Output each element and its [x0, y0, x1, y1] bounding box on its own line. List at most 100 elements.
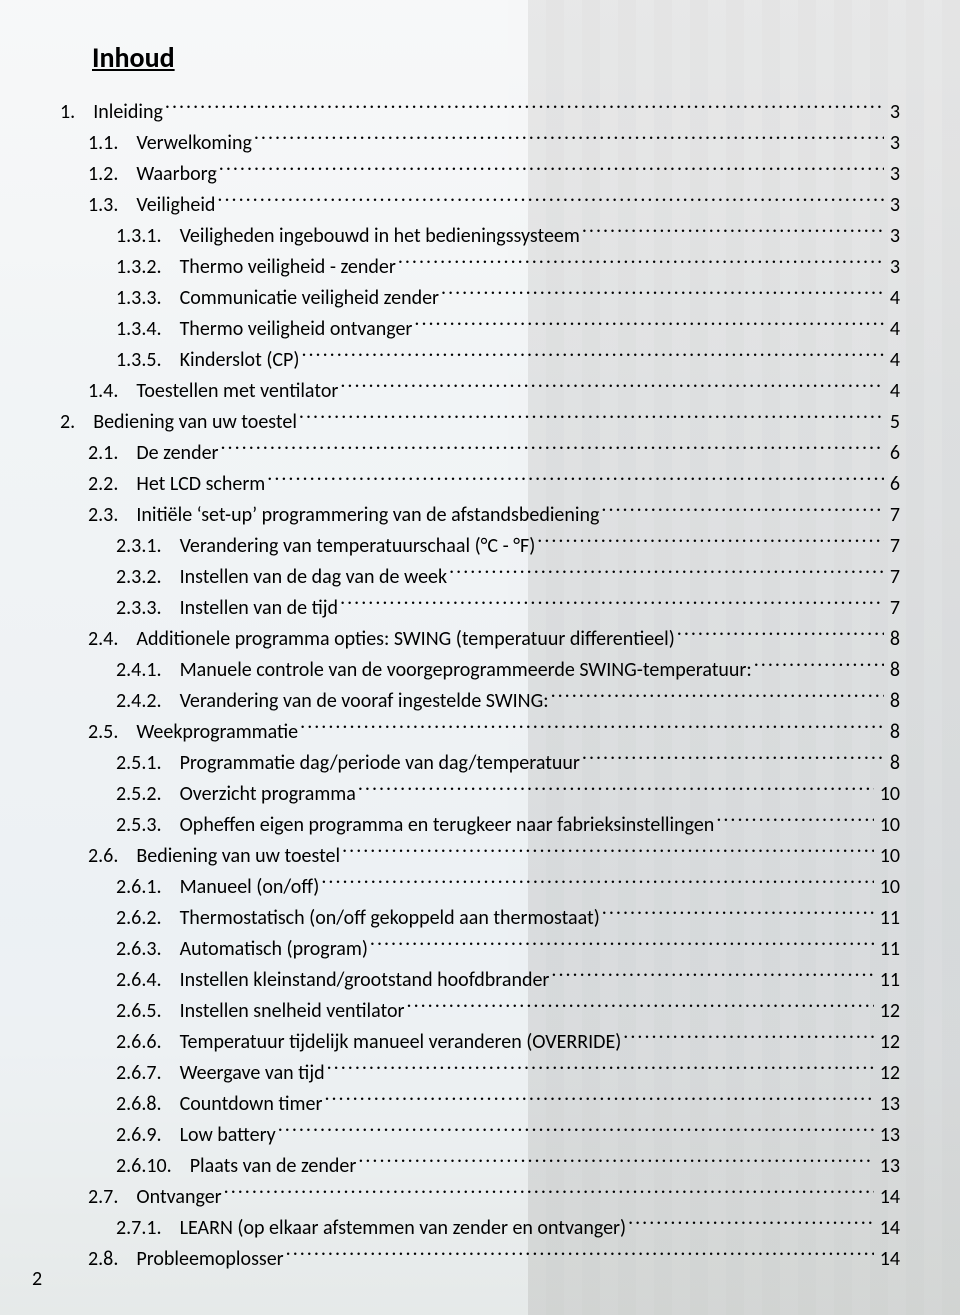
toc-entry-title: Verandering van temperatuurschaal (°C - … — [180, 531, 536, 562]
toc-entry-page: 12 — [878, 1027, 900, 1058]
toc-entry: 1.3.Veiligheid3 — [88, 190, 900, 221]
toc-entry-number: 2.6.5. — [116, 996, 180, 1027]
toc-entry-number: 2.3.2. — [116, 562, 180, 593]
toc-entry-page: 4 — [888, 376, 900, 407]
toc-entry-number: 2.7. — [88, 1182, 136, 1213]
toc-leader-dots — [677, 625, 884, 645]
toc-entry-title: Verwelkoming — [136, 128, 252, 159]
toc-entry-page: 8 — [888, 624, 900, 655]
toc-entry-page: 10 — [878, 872, 900, 903]
toc-entry-page: 3 — [888, 97, 900, 128]
toc-entry: 2.7.1.LEARN (op elkaar afstemmen van zen… — [116, 1213, 900, 1244]
toc-entry-title: Manuele controle van de voorgeprogrammee… — [180, 655, 752, 686]
toc-entry-title: De zender — [136, 438, 218, 469]
toc-entry-page: 12 — [878, 996, 900, 1027]
toc-leader-dots — [602, 904, 874, 924]
toc-entry-page: 14 — [878, 1182, 900, 1213]
page-title: Inhoud — [92, 40, 900, 75]
toc-leader-dots — [370, 935, 874, 955]
toc-leader-dots — [221, 439, 884, 459]
toc-leader-dots — [623, 1028, 873, 1048]
toc-entry-page: 8 — [888, 686, 900, 717]
toc-entry-title: Temperatuur tijdelijk manueel veranderen… — [180, 1027, 622, 1058]
toc-entry-title: Bediening van uw toestel — [136, 841, 340, 872]
toc-leader-dots — [582, 222, 884, 242]
toc-entry-title: Instellen van de tijd — [180, 593, 339, 624]
toc-entry-title: Instellen snelheid ventilator — [180, 996, 405, 1027]
toc-entry-page: 14 — [878, 1244, 900, 1275]
toc-entry-number: 1.3. — [88, 190, 136, 221]
toc-entry-page: 3 — [888, 128, 900, 159]
toc-entry-page: 11 — [878, 903, 900, 934]
toc-leader-dots — [165, 98, 884, 118]
toc-leader-dots — [321, 873, 873, 893]
toc-entry-page: 10 — [878, 779, 900, 810]
toc-entry-number: 2.4.2. — [116, 686, 180, 717]
toc-entry-title: Probleemoplosser — [136, 1244, 283, 1275]
toc-entry: 2.6.4.Instellen kleinstand/grootstand ho… — [116, 965, 900, 996]
toc-entry: 2.5.Weekprogrammatie8 — [88, 717, 900, 748]
toc-entry-number: 1.3.4. — [116, 314, 180, 345]
toc-leader-dots — [299, 408, 884, 428]
toc-entry: 1.3.2.Thermo veiligheid - zender3 — [116, 252, 900, 283]
toc-entry-title: Thermostatisch (on/off gekoppeld aan the… — [180, 903, 600, 934]
toc-entry-number: 2.5.3. — [116, 810, 180, 841]
toc-entry: 1.Inleiding 3 — [60, 97, 900, 128]
toc-entry-title: Instellen kleinstand/grootstand hoofdbra… — [180, 965, 550, 996]
toc-entry-title: Weergave van tijd — [180, 1058, 325, 1089]
toc-entry-number: 2.6.10. — [116, 1151, 190, 1182]
toc-entry-page: 4 — [888, 345, 900, 376]
toc-entry-number: 1.3.5. — [116, 345, 180, 376]
toc-entry-title: Ontvanger — [136, 1182, 221, 1213]
toc-entry: 2.6.6.Temperatuur tijdelijk manueel vera… — [116, 1027, 900, 1058]
page-content: Inhoud 1.Inleiding31.1.Verwelkoming31.2.… — [60, 40, 900, 1275]
toc-entry-page: 6 — [888, 469, 900, 500]
toc-entry: 2.6.9.Low battery13 — [116, 1120, 900, 1151]
toc-entry-page: 11 — [878, 965, 900, 996]
toc-entry-number: 2.6.8. — [116, 1089, 180, 1120]
toc-entry-title: Veiligheden ingebouwd in het bedieningss… — [180, 221, 580, 252]
toc-entry-title: Het LCD scherm — [136, 469, 265, 500]
toc-entry-page: 3 — [888, 190, 900, 221]
toc-entry-number: 1.2. — [88, 159, 136, 190]
toc-leader-dots — [537, 532, 884, 552]
toc-entry: 2.7.Ontvanger 14 — [88, 1182, 900, 1213]
toc-entry-page: 6 — [888, 438, 900, 469]
toc-entry-title: Programmatie dag/periode van dag/tempera… — [180, 748, 580, 779]
toc-entry-title: Inleiding — [93, 97, 163, 128]
toc-leader-dots — [358, 780, 874, 800]
toc-entry-number: 2.5.2. — [116, 779, 180, 810]
toc-entry-page: 8 — [888, 717, 900, 748]
toc-entry-page: 8 — [888, 655, 900, 686]
toc-entry-title: Automatisch (program) — [180, 934, 368, 965]
toc-leader-dots — [278, 1121, 874, 1141]
toc-entry: 2.6.5.Instellen snelheid ventilator 12 — [116, 996, 900, 1027]
toc-entry: 2.3.2.Instellen van de dag van de week7 — [116, 562, 900, 593]
toc-entry-number: 1.3.3. — [116, 283, 180, 314]
toc-leader-dots — [340, 594, 884, 614]
toc-entry: 2.6.Bediening van uw toestel10 — [88, 841, 900, 872]
toc-entry-page: 3 — [888, 252, 900, 283]
toc-entry-number: 2.6.4. — [116, 965, 180, 996]
document-page: Inhoud 1.Inleiding31.1.Verwelkoming31.2.… — [0, 0, 960, 1315]
toc-entry: 1.4.Toestellen met ventilator4 — [88, 376, 900, 407]
toc-entry-page: 3 — [888, 221, 900, 252]
toc-entry-number: 2.6.9. — [116, 1120, 180, 1151]
toc-leader-dots — [414, 315, 883, 335]
toc-entry-number: 2.6. — [88, 841, 136, 872]
toc-leader-dots — [219, 160, 884, 180]
toc-entry-number: 1. — [60, 97, 93, 128]
toc-leader-dots — [300, 718, 884, 738]
toc-entry-number: 2.3. — [88, 500, 136, 531]
toc-entry-number: 2. — [60, 407, 93, 438]
toc-entry: 2.6.3.Automatisch (program)11 — [116, 934, 900, 965]
toc-entry-title: Low battery — [180, 1120, 276, 1151]
toc-entry-number: 1.1. — [88, 128, 136, 159]
toc-leader-dots — [301, 346, 883, 366]
toc-entry: 1.2.Waarborg3 — [88, 159, 900, 190]
toc-entry-title: Thermo veiligheid ontvanger — [180, 314, 413, 345]
toc-entry: 2.5.1.Programmatie dag/periode van dag/t… — [116, 748, 900, 779]
toc-entry-title: Overzicht programma — [180, 779, 356, 810]
toc-entry-title: Waarborg — [136, 159, 216, 190]
toc-leader-dots — [340, 377, 884, 397]
